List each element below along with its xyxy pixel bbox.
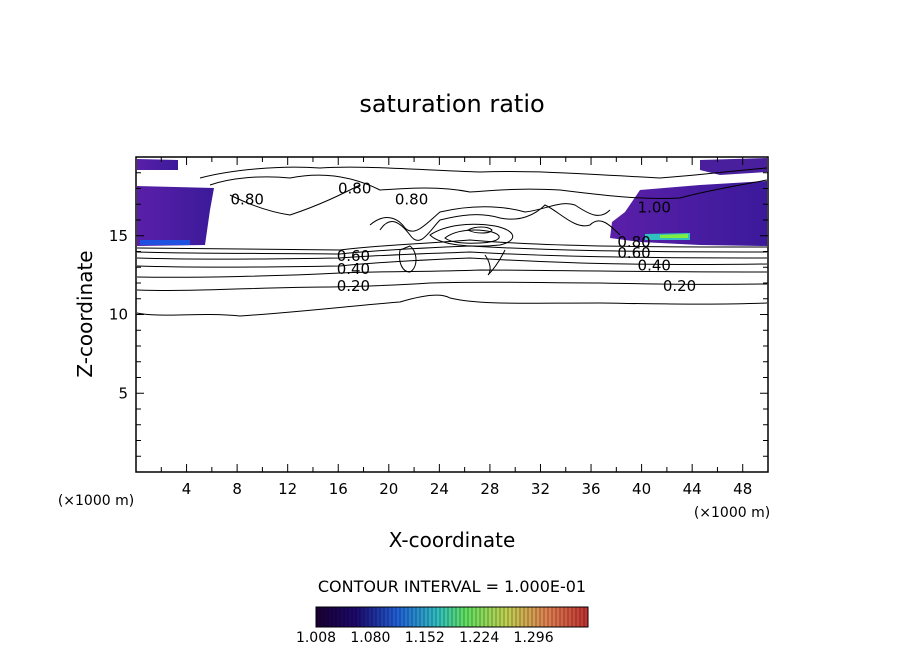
x-tick-label: 44	[683, 480, 702, 498]
fill-region-right	[610, 181, 767, 246]
colorbar-tick-label: 1.008	[296, 630, 336, 646]
x-tick-label: 24	[430, 480, 449, 498]
contour-label: 1.00	[638, 198, 671, 216]
colorbar-stripes	[319, 607, 585, 627]
chart-title: saturation ratio	[359, 90, 544, 118]
contour-lines	[136, 166, 768, 317]
contour-label: 0.40	[638, 257, 671, 275]
x-tick-label: 40	[632, 480, 651, 498]
fill-region-left-upper	[137, 159, 178, 170]
contour-0.80	[209, 174, 768, 199]
x-tick-label: 8	[232, 480, 242, 498]
contour-0.30	[136, 269, 768, 278]
contour-label: 0.60	[337, 247, 370, 265]
contour-spike-2	[369, 203, 611, 232]
fill-highlight-green	[660, 234, 688, 238]
y-tick-label: 10	[109, 306, 128, 324]
contour-0.90	[199, 166, 768, 179]
contour-label: 0.20	[337, 277, 370, 295]
contour-label: 0.80	[617, 233, 650, 251]
contour-0.20	[136, 281, 768, 291]
x-tick-label: 32	[531, 480, 550, 498]
colorbar-tick-label: 1.152	[405, 630, 445, 646]
contour-label: 0.80	[338, 180, 371, 198]
x-axis-ticks: 4 8 12 16 20 24 28 32 36 40 44 48	[160, 157, 752, 498]
x-tick-label: 12	[278, 480, 297, 498]
contour-labels: 0.800.800.80 1.000.600.400.200.800.600.40…	[231, 180, 697, 296]
contour-label: 0.80	[395, 191, 428, 209]
colorbar-labels: 1.008 1.080 1.152 1.224 1.296	[296, 630, 554, 646]
contour-0.80-b	[229, 184, 361, 216]
y-axis-unit: (×1000 m)	[58, 493, 134, 509]
x-tick-label: 36	[581, 480, 600, 498]
colorbar: 1.008 1.080 1.152 1.224 1.296	[296, 606, 589, 646]
contour-wiggle	[484, 249, 506, 276]
colorbar-frame	[315, 606, 589, 628]
contour-inner-4	[399, 245, 417, 273]
fill-region-left	[137, 186, 214, 246]
y-tick-label: 5	[118, 384, 128, 402]
contour-label: 0.40	[337, 260, 370, 278]
x-tick-label: 20	[379, 480, 398, 498]
contour-label: 0.60	[617, 244, 650, 262]
x-tick-label: 48	[733, 480, 752, 498]
contour-interval-note: CONTOUR INTERVAL = 1.000E-01	[318, 577, 586, 596]
colorbar-tick-label: 1.080	[350, 630, 390, 646]
y-axis-ticks: 5 10 15	[109, 172, 768, 457]
contour-0.10	[136, 294, 768, 317]
contour-label: 0.20	[663, 277, 696, 295]
colorbar-tick-label: 1.224	[459, 630, 499, 646]
y-axis-label: Z-coordinate	[73, 250, 97, 377]
fill-highlight-blue-left	[140, 240, 190, 245]
contour-0.50	[136, 251, 768, 260]
fill-region-right-upper	[700, 158, 767, 175]
contour-0.40	[136, 257, 768, 268]
colorbar-tick-label: 1.296	[514, 630, 554, 646]
x-axis-unit: (×1000 m)	[694, 505, 770, 521]
contour-0.60	[136, 245, 768, 255]
contour-label: 0.80	[231, 191, 264, 209]
x-tick-label: 28	[480, 480, 499, 498]
contour-inner-1	[429, 223, 513, 247]
contour-inner-3	[466, 226, 493, 234]
x-tick-label: 4	[182, 480, 192, 498]
x-axis-label: X-coordinate	[389, 528, 516, 552]
colorbar-gradient	[316, 607, 588, 627]
x-tick-label: 16	[329, 480, 348, 498]
contour-0.70	[136, 239, 768, 251]
y-tick-label: 15	[109, 227, 128, 245]
contour-spike-1	[379, 204, 621, 241]
contour-inner-2	[444, 229, 500, 244]
